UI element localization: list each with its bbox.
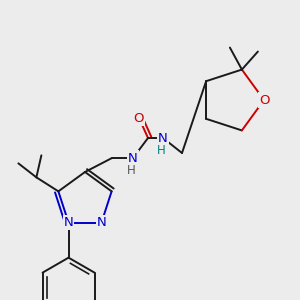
Text: O: O	[134, 112, 144, 124]
Text: H: H	[127, 164, 135, 178]
Text: H: H	[157, 145, 165, 158]
Text: N: N	[97, 216, 106, 229]
Text: O: O	[259, 94, 269, 106]
Text: N: N	[158, 131, 168, 145]
Text: N: N	[64, 216, 74, 229]
Text: N: N	[128, 152, 138, 164]
